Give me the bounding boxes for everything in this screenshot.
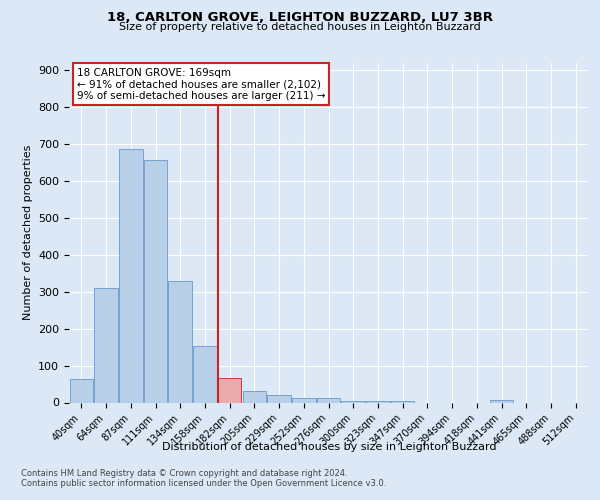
Bar (268, 395, 291, 402)
Bar (341, 400, 365, 402)
Bar (292, 398, 316, 402)
Bar (169, 280, 192, 402)
Text: Distribution of detached houses by size in Leighton Buzzard: Distribution of detached houses by size … (161, 442, 496, 452)
Y-axis label: Number of detached properties: Number of detached properties (23, 145, 32, 320)
Bar (144, 160, 167, 402)
Bar (119, 150, 143, 402)
Bar (94, 288, 118, 403)
Bar (366, 400, 389, 402)
Bar (218, 378, 241, 402)
Text: 18, CARLTON GROVE, LEIGHTON BUZZARD, LU7 3BR: 18, CARLTON GROVE, LEIGHTON BUZZARD, LU7… (107, 11, 493, 24)
Bar (391, 400, 415, 402)
Text: Contains public sector information licensed under the Open Government Licence v3: Contains public sector information licen… (21, 479, 386, 488)
Bar (70, 379, 93, 402)
Text: Size of property relative to detached houses in Leighton Buzzard: Size of property relative to detached ho… (119, 22, 481, 32)
Text: Contains HM Land Registry data © Crown copyright and database right 2024.: Contains HM Land Registry data © Crown c… (21, 469, 347, 478)
Bar (242, 392, 266, 402)
Bar (490, 400, 513, 402)
Text: 18 CARLTON GROVE: 169sqm
← 91% of detached houses are smaller (2,102)
9% of semi: 18 CARLTON GROVE: 169sqm ← 91% of detach… (77, 68, 325, 101)
Bar (317, 398, 340, 402)
Bar (193, 346, 217, 403)
